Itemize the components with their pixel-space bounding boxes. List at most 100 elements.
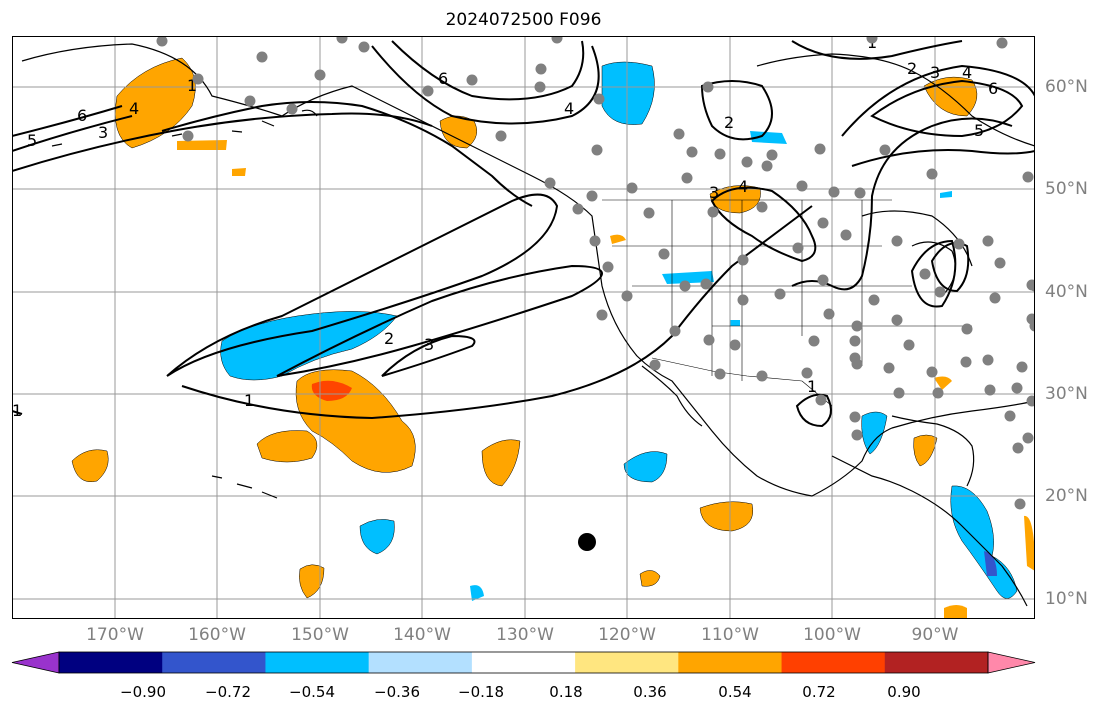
map-background: [12, 36, 1035, 619]
colorbar-tick-label: 0.90: [887, 683, 921, 701]
map-frame: [12, 36, 1035, 619]
colorbar-extend-high: [987, 651, 1036, 674]
colorbar-segment: [471, 652, 576, 673]
shade-small-orange4: [232, 168, 246, 176]
colorbar-segment: [575, 652, 679, 673]
lat-label: 60°N: [1045, 77, 1088, 97]
contour-coast-1: [161, 101, 533, 207]
contour-label: 2: [724, 113, 734, 132]
contour-texas: [795, 393, 832, 428]
shade-small-orange2: [639, 570, 661, 587]
shade-small-cyan1: [750, 131, 787, 144]
contour-3: [381, 334, 476, 377]
contour-label: 3: [709, 183, 719, 202]
colorbar-tick-label: −0.36: [374, 683, 420, 701]
shade-pacific-orange-far: [71, 449, 109, 483]
lat-label: 20°N: [1045, 486, 1088, 506]
colorbar-tick-label: −0.18: [458, 683, 504, 701]
lon-label: 160°W: [188, 625, 246, 645]
shade-central-am-cyan: [950, 485, 1018, 599]
contour-label: 3: [930, 63, 940, 82]
contour-label: 4: [738, 177, 748, 196]
lat-label: 10°N: [1045, 589, 1088, 609]
contour-hudson-5: [851, 149, 1035, 167]
shade-small-cyan3: [940, 191, 952, 198]
chart-title: 2024072500 F096: [445, 10, 602, 30]
contour-label: 4: [129, 99, 139, 118]
contour-label-group: 6 5 4 3 1 6 4 2 3 4 2 3 4 6 5 1 2 3 1 1 …: [12, 36, 998, 420]
contour-label: 3: [98, 123, 108, 142]
contour-gulf-high-2: [391, 40, 585, 101]
shade-pacific-red: [311, 380, 352, 401]
contour-label: 1: [244, 391, 254, 410]
contour-left-edge: [12, 410, 23, 415]
contour-label: 2: [907, 59, 917, 78]
lon-label: 100°W: [803, 625, 861, 645]
colorbar-segment: [781, 652, 886, 673]
contour-coast-3: [12, 115, 133, 152]
colorbar-segment: [368, 652, 473, 673]
colorbar-tick-label: −0.72: [205, 683, 251, 701]
contour-label: 5: [27, 131, 37, 150]
contour-greatlakes-2: [930, 242, 970, 293]
borders: [602, 199, 972, 407]
contour-hudson-4: [870, 79, 1024, 138]
contour-label: 6: [988, 79, 998, 98]
lon-label: 120°W: [598, 625, 656, 645]
contour-2-canada: [700, 80, 773, 141]
colorbar: [11, 651, 1036, 674]
colorbar-segment: [678, 652, 783, 673]
contour-north-top: [791, 40, 963, 60]
shade-gulf-mex-orange: [913, 434, 938, 467]
shade-atl-orange: [1024, 515, 1035, 571]
colorbar-segment: [162, 652, 266, 673]
colorbar-segment: [884, 652, 989, 673]
shade-pacific-orange-east: [481, 439, 521, 487]
contour-lines: [12, 40, 1035, 428]
contour-greatlakes: [910, 239, 957, 308]
shade-small-orange3: [610, 234, 626, 244]
shade-gulf-cyan: [861, 411, 888, 455]
shade-pacific-orange-west: [256, 430, 318, 463]
contour-label: 2: [384, 329, 394, 348]
shade-pacific-cyan-main: [220, 311, 398, 381]
contour-label: 6: [77, 106, 87, 125]
colorbar-extend-low: [11, 651, 60, 674]
shade-canada-cyan: [601, 61, 655, 125]
gridlines: [12, 36, 1035, 619]
colorbar-outline: [58, 651, 989, 674]
map-panel: 6 5 4 3 1 6 4 2 3 4 2 3 4 6 5 1 2 3 1 1 …: [12, 36, 1035, 619]
shade-small-cyan2: [470, 585, 484, 601]
colorbar-segment: [265, 652, 370, 673]
colorbar-segments: [11, 651, 1036, 674]
colorbar-segment: [59, 652, 163, 673]
lon-label: 110°W: [701, 625, 759, 645]
contour-2: [276, 264, 603, 377]
shade-tx-orange: [934, 376, 952, 390]
contour-1-south: [181, 205, 813, 420]
shade-pacific-cyan-sw: [359, 519, 395, 555]
colorbar-tick-label: 0.36: [633, 683, 667, 701]
contour-1: [166, 193, 559, 377]
colorbar-tick-label: 0.54: [718, 683, 752, 701]
lon-label: 90°W: [911, 625, 959, 645]
contour-label: 1: [807, 377, 817, 396]
lon-label: 170°W: [86, 625, 144, 645]
lat-label: 50°N: [1045, 179, 1088, 199]
station-markers: [156, 36, 1035, 510]
contour-coast-4: [12, 105, 123, 137]
shade-bottom-orange: [944, 605, 967, 619]
contour-gulf-high: [371, 45, 600, 125]
lat-label: 40°N: [1045, 282, 1088, 302]
shade-gulf-orange-small: [177, 140, 227, 150]
contour-label: 1: [187, 76, 197, 95]
contour-label: 4: [962, 63, 972, 82]
lon-label: 150°W: [291, 625, 349, 645]
contour-label: 5: [974, 121, 984, 140]
contour-3-idaho: [710, 186, 817, 263]
shade-mexico-orange: [699, 501, 754, 532]
lon-label: 140°W: [393, 625, 451, 645]
contour-label: 1: [867, 36, 877, 52]
shade-utah-cyan: [662, 271, 714, 284]
contour-label: 6: [438, 69, 448, 88]
